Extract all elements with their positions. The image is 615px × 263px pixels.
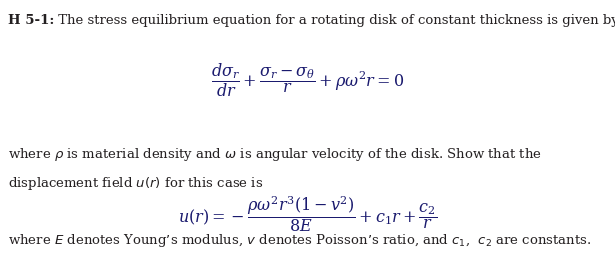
Text: $\dfrac{d\sigma_r}{dr} + \dfrac{\sigma_r - \sigma_\theta}{r} + \rho\omega^2 r = : $\dfrac{d\sigma_r}{dr} + \dfrac{\sigma_r… xyxy=(211,61,404,99)
Text: displacement field $u(r)$ for this case is: displacement field $u(r)$ for this case … xyxy=(8,175,263,192)
Text: where $E$ denotes Young’s modulus, $v$ denotes Poisson’s ratio, and $c_1$,  $c_2: where $E$ denotes Young’s modulus, $v$ d… xyxy=(8,231,592,249)
Text: $u(r) = -\dfrac{\rho\omega^2 r^3(1 - v^2)}{8E} + c_1 r + \dfrac{c_2}{r}$: $u(r) = -\dfrac{\rho\omega^2 r^3(1 - v^2… xyxy=(178,195,437,234)
Text: The stress equilibrium equation for a rotating disk of constant thickness is giv: The stress equilibrium equation for a ro… xyxy=(54,14,615,27)
Text: H 5-1:: H 5-1: xyxy=(8,14,54,27)
Text: where $\rho$ is material density and $\omega$ is angular velocity of the disk. S: where $\rho$ is material density and $\o… xyxy=(8,146,542,163)
